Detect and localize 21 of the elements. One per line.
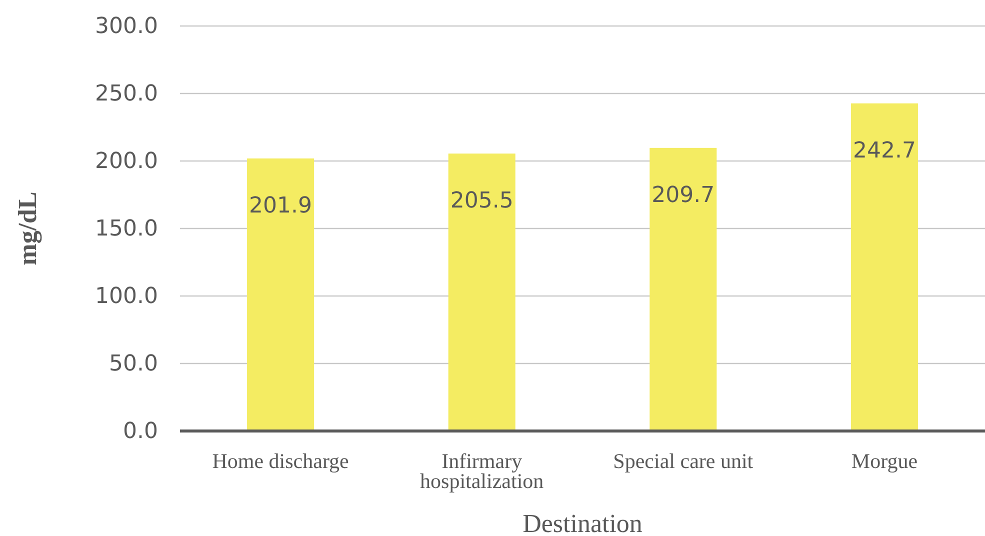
y-tick-label: 200.0: [95, 149, 158, 174]
x-tick-label: Special care unit: [613, 448, 754, 473]
x-axis-title: Destination: [522, 509, 642, 536]
x-tick-label: Infirmary hospitalization: [420, 448, 544, 493]
y-tick-label: 100.0: [95, 284, 158, 310]
x-tick-label: Morgue: [851, 448, 918, 473]
y-tick-label: 300.0: [95, 14, 158, 40]
y-axis-title: mg/dL: [13, 192, 42, 266]
bar: [850, 103, 918, 431]
data-label: 205.5: [450, 188, 514, 214]
bar: [650, 148, 717, 431]
data-label: 201.9: [249, 193, 312, 218]
data-label: 242.7: [852, 138, 916, 164]
y-tick-label: 0.0: [123, 419, 158, 444]
y-tick-label: 250.0: [95, 82, 158, 107]
bar: [247, 158, 314, 431]
data-label: 209.7: [652, 182, 715, 208]
y-tick-label: 150.0: [95, 216, 158, 242]
x-tick-label: Home discharge: [212, 448, 349, 473]
bar: [448, 154, 516, 431]
y-tick-label: 50.0: [109, 352, 158, 377]
